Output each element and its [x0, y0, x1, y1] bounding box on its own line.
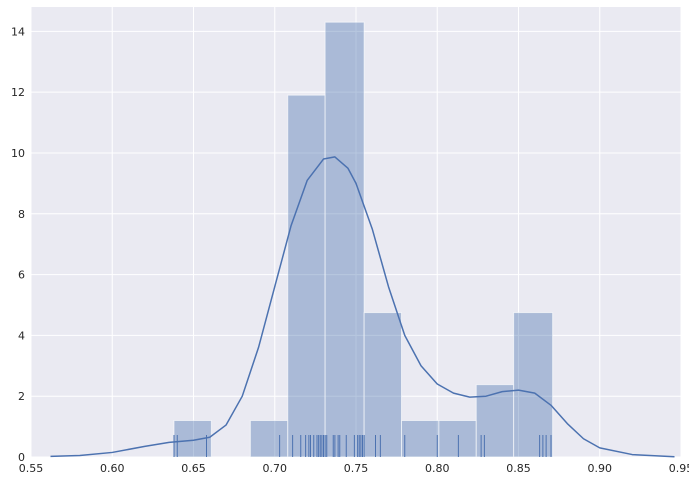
y-tick-label: 0 [18, 451, 25, 464]
x-tick-label: 0.80 [425, 462, 450, 475]
x-tick-label: 0.90 [588, 462, 613, 475]
x-tick-label: 0.65 [181, 462, 206, 475]
kde-curve-group [50, 156, 675, 458]
histogram-bar [363, 312, 402, 458]
y-tick-label: 10 [11, 147, 25, 160]
histogram-bar [249, 420, 289, 458]
y-tick-label: 4 [18, 329, 25, 342]
y-tick-label: 6 [18, 269, 25, 282]
kde-line [50, 156, 675, 458]
y-axis-ticks: 0 2 4 6 8 10 12 14 [11, 25, 25, 464]
x-axis-ticks: 0.55 0.60 0.65 0.70 0.75 0.80 0.85 0.90 0.95 [19, 462, 689, 475]
x-tick-label: 0.55 [19, 462, 44, 475]
y-tick-label: 2 [18, 390, 25, 403]
rug-marks [173, 435, 552, 457]
histogram-bar [513, 312, 554, 458]
y-tick-label: 8 [18, 208, 25, 221]
histogram-bar [173, 420, 212, 458]
histogram-bar [475, 384, 515, 458]
x-tick-label: 0.60 [100, 462, 125, 475]
histogram-bar [324, 21, 365, 458]
y-tick-label: 14 [11, 25, 25, 38]
y-tick-label: 12 [11, 86, 25, 99]
x-tick-label: 0.75 [344, 462, 369, 475]
x-tick-label: 0.70 [263, 462, 288, 475]
histogram-bar [401, 420, 440, 458]
histogram-bar [287, 94, 326, 458]
x-tick-label: 0.85 [506, 462, 531, 475]
histogram-bar [438, 420, 477, 458]
x-tick-label: 0.95 [669, 462, 689, 475]
